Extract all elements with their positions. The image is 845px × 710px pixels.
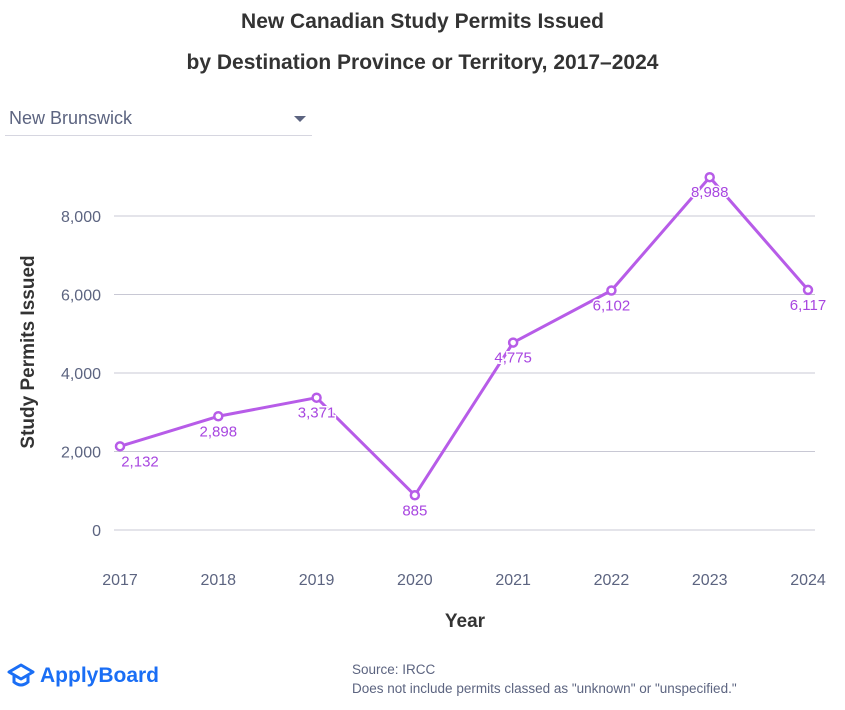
- graduation-cap-icon: [7, 663, 35, 687]
- x-tick-label: 2024: [790, 572, 826, 589]
- chevron-down-icon: [294, 116, 306, 122]
- data-label: 6,117: [790, 297, 826, 314]
- x-tick-label: 2022: [594, 572, 630, 589]
- x-tick-label: 2018: [200, 572, 236, 589]
- data-point: [213, 411, 224, 422]
- data-label: 885: [402, 502, 427, 519]
- data-label: 3,371: [298, 405, 336, 422]
- data-label: 2,132: [121, 453, 159, 470]
- y-tick-label: 4,000: [61, 366, 101, 383]
- data-point: [704, 171, 715, 183]
- data-label: 8,988: [691, 184, 729, 201]
- data-label: 4,775: [494, 350, 532, 367]
- chart-title-line-1: New Canadian Study Permits Issued: [241, 10, 604, 33]
- footnote-text: Does not include permits classed as "unk…: [352, 681, 737, 696]
- applyboard-logo: ApplyBoard: [6, 662, 159, 690]
- x-tick-label: 2017: [102, 572, 138, 589]
- data-label: 6,102: [593, 297, 631, 314]
- data-point: [311, 392, 322, 403]
- data-point: [409, 490, 421, 501]
- data-point: [606, 285, 617, 296]
- y-axis-title: Study Permits Issued: [18, 255, 39, 448]
- x-tick-label: 2020: [397, 572, 433, 589]
- source-note: Source: IRCC Does not include permits cl…: [352, 660, 737, 698]
- y-tick-label: 8,000: [61, 209, 101, 226]
- chart-title-line-2: by Destination Province or Territory, 20…: [186, 51, 659, 74]
- data-point: [114, 441, 126, 452]
- series-line: [119, 175, 810, 497]
- source-text: Source: IRCC: [352, 662, 436, 677]
- y-tick-label: 2,000: [61, 445, 101, 462]
- x-tick-label: 2019: [299, 572, 335, 589]
- y-tick-label: 0: [92, 523, 101, 540]
- x-axis-title: Year: [445, 611, 486, 632]
- province-dropdown[interactable]: New Brunswick: [5, 104, 312, 136]
- x-tick-label: 2021: [495, 572, 531, 589]
- data-label: 2,898: [200, 423, 238, 440]
- brand-name: ApplyBoard: [40, 664, 160, 687]
- x-tick-label: 2023: [692, 572, 728, 589]
- data-point: [507, 337, 519, 348]
- y-tick-label: 6,000: [61, 288, 101, 305]
- data-point: [802, 284, 814, 296]
- province-dropdown-value: New Brunswick: [9, 108, 133, 128]
